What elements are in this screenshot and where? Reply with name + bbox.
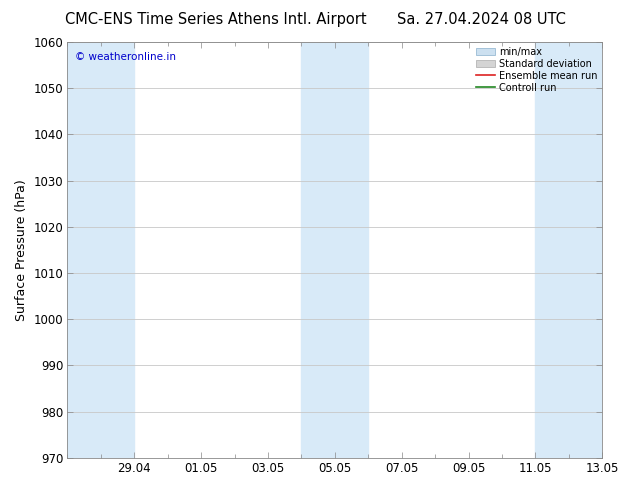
Text: © weatheronline.in: © weatheronline.in [75,52,176,62]
Bar [67,42,134,458]
Text: Sa. 27.04.2024 08 UTC: Sa. 27.04.2024 08 UTC [398,12,566,27]
Text: CMC-ENS Time Series Athens Intl. Airport: CMC-ENS Time Series Athens Intl. Airport [65,12,366,27]
Legend: min/max, Standard deviation, Ensemble mean run, Controll run: min/max, Standard deviation, Ensemble me… [473,44,600,96]
Bar [301,42,368,458]
Bar [536,42,602,458]
Y-axis label: Surface Pressure (hPa): Surface Pressure (hPa) [15,179,28,321]
